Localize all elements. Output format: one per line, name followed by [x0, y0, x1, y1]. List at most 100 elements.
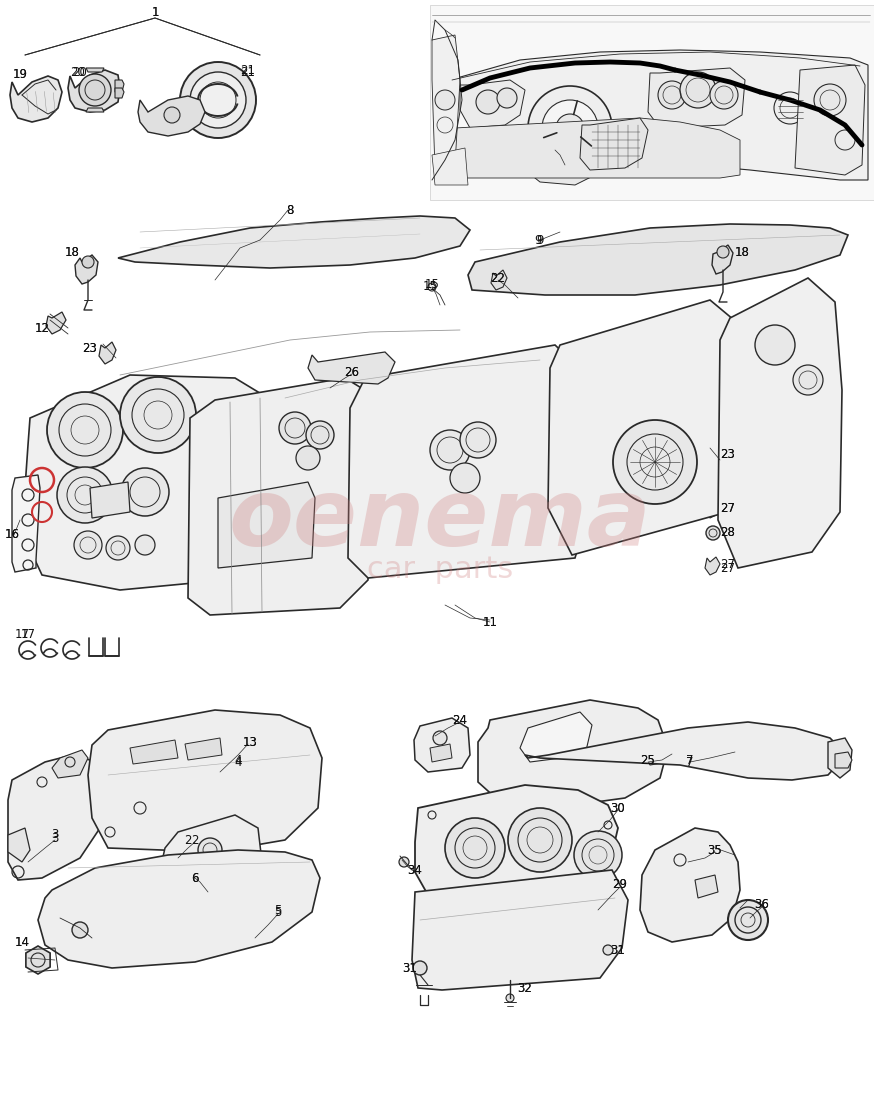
Text: 32: 32: [517, 981, 532, 994]
Text: 3: 3: [52, 828, 59, 842]
Text: 8: 8: [287, 204, 294, 217]
Polygon shape: [25, 375, 275, 590]
Polygon shape: [10, 76, 62, 122]
Text: 9: 9: [537, 233, 544, 246]
Text: car  parts: car parts: [367, 556, 513, 584]
Text: 27: 27: [720, 502, 736, 515]
Circle shape: [680, 72, 716, 108]
Polygon shape: [88, 710, 322, 852]
Polygon shape: [308, 352, 395, 384]
Polygon shape: [99, 342, 116, 364]
Polygon shape: [412, 870, 628, 990]
Polygon shape: [828, 738, 852, 778]
Polygon shape: [130, 740, 178, 764]
Text: 15: 15: [425, 278, 440, 292]
Polygon shape: [348, 345, 595, 578]
Text: 19: 19: [12, 68, 27, 81]
Text: 1: 1: [151, 6, 159, 19]
Text: 20: 20: [71, 66, 86, 78]
Polygon shape: [218, 482, 315, 568]
Circle shape: [728, 900, 768, 940]
Polygon shape: [478, 700, 668, 808]
Circle shape: [198, 838, 222, 862]
Polygon shape: [188, 378, 375, 615]
Circle shape: [814, 84, 846, 116]
Text: 23: 23: [720, 449, 735, 462]
Text: 29: 29: [613, 879, 628, 891]
Polygon shape: [445, 118, 740, 178]
Text: 7: 7: [686, 756, 694, 769]
Text: 2: 2: [184, 834, 191, 847]
Text: 30: 30: [611, 802, 626, 814]
Text: 5: 5: [274, 905, 281, 918]
Text: 18: 18: [65, 246, 80, 260]
Polygon shape: [430, 744, 452, 762]
Text: 19: 19: [12, 68, 27, 81]
Circle shape: [528, 86, 612, 170]
Polygon shape: [138, 96, 205, 136]
Circle shape: [445, 818, 505, 878]
Text: 18: 18: [734, 245, 749, 258]
Text: 16: 16: [4, 528, 19, 541]
Text: 4: 4: [234, 756, 242, 769]
Circle shape: [430, 430, 470, 470]
Text: 8: 8: [287, 204, 294, 217]
Text: 3: 3: [52, 832, 59, 845]
Polygon shape: [712, 245, 733, 274]
Text: 26: 26: [344, 365, 359, 378]
Text: 23: 23: [82, 341, 97, 354]
Polygon shape: [520, 712, 592, 762]
Text: 6: 6: [191, 871, 198, 884]
Polygon shape: [115, 88, 124, 98]
Polygon shape: [640, 828, 740, 942]
Text: 34: 34: [407, 864, 422, 877]
Polygon shape: [430, 6, 874, 200]
Polygon shape: [645, 740, 672, 764]
Polygon shape: [160, 815, 262, 908]
Circle shape: [542, 100, 598, 156]
Circle shape: [755, 324, 795, 365]
Text: 18: 18: [734, 245, 749, 258]
Text: 35: 35: [708, 844, 723, 857]
Polygon shape: [52, 750, 88, 778]
Text: 23: 23: [720, 449, 735, 462]
Text: 6: 6: [191, 871, 198, 884]
Polygon shape: [115, 80, 124, 92]
Text: 21: 21: [240, 64, 255, 77]
Polygon shape: [432, 35, 460, 170]
Circle shape: [224, 864, 240, 880]
Circle shape: [450, 463, 480, 493]
Text: 31: 31: [403, 961, 418, 975]
Circle shape: [200, 82, 236, 118]
Circle shape: [57, 468, 113, 522]
Text: 31: 31: [611, 944, 626, 957]
Circle shape: [658, 81, 686, 109]
Text: 27: 27: [720, 559, 736, 572]
Circle shape: [135, 535, 155, 556]
Text: 13: 13: [243, 736, 258, 748]
Circle shape: [180, 62, 256, 138]
Text: 22: 22: [490, 272, 505, 285]
Text: 16: 16: [4, 528, 19, 541]
Polygon shape: [460, 80, 525, 128]
Polygon shape: [8, 828, 30, 862]
Text: 31: 31: [611, 944, 626, 957]
Polygon shape: [835, 752, 852, 768]
Text: 28: 28: [720, 527, 735, 539]
Text: 24: 24: [453, 714, 468, 726]
Circle shape: [279, 412, 311, 444]
Text: 27: 27: [720, 561, 736, 574]
Circle shape: [706, 526, 720, 540]
Circle shape: [120, 377, 196, 453]
Text: 22: 22: [490, 272, 505, 285]
Circle shape: [72, 922, 88, 938]
Polygon shape: [90, 482, 130, 518]
Polygon shape: [705, 500, 720, 518]
Text: 31: 31: [403, 961, 418, 975]
Text: 17: 17: [20, 628, 36, 641]
Polygon shape: [8, 755, 108, 880]
Circle shape: [774, 92, 806, 124]
Circle shape: [476, 90, 500, 114]
Polygon shape: [46, 312, 66, 334]
Text: 12: 12: [34, 321, 50, 334]
